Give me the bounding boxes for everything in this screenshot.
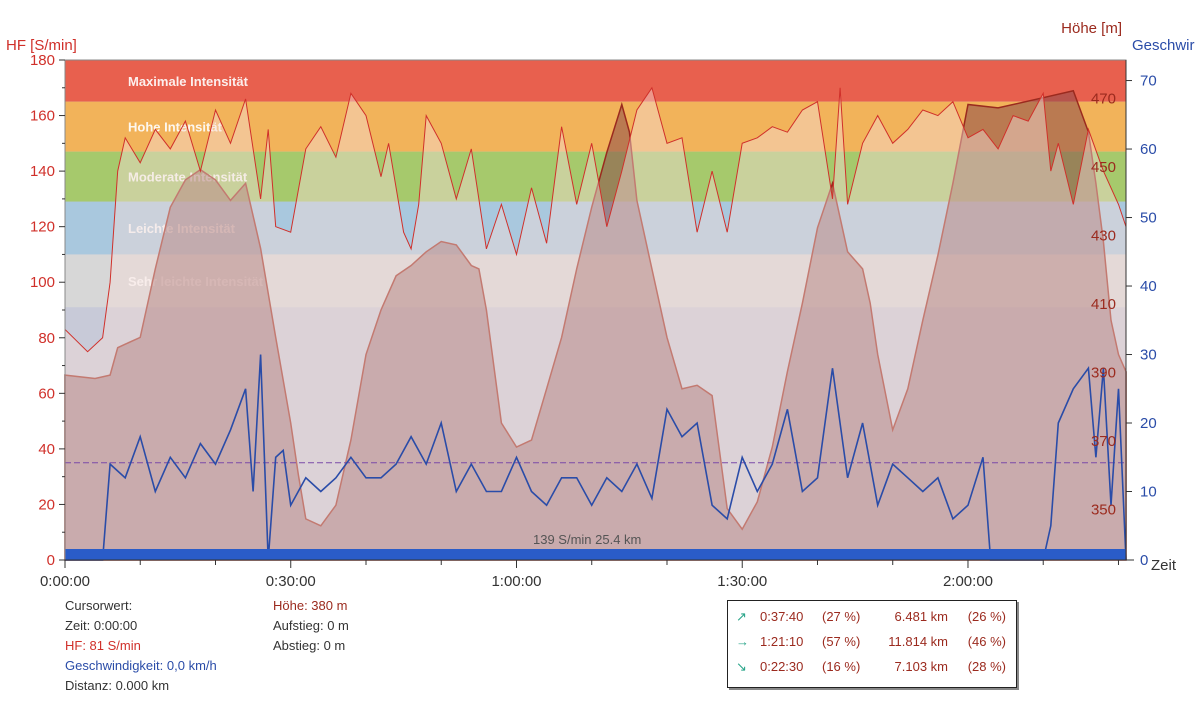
speed-line	[65, 354, 1127, 561]
speed-axis-title: Geschwir	[1132, 37, 1195, 54]
speed-tick-label: 30	[1140, 347, 1157, 364]
x-tick-label: 1:30:00	[717, 573, 767, 590]
x-tick-label: 1:00:00	[491, 573, 541, 590]
time-axis-title: Zeit	[1151, 557, 1177, 574]
altitude-tick-label: 410	[1091, 296, 1116, 313]
hr-area	[64, 86, 1127, 561]
x-tick-label: 0:00:00	[40, 573, 90, 590]
summary-row-downhill: ↘ 0:22:30 (16 %) 7.103 km (28 %)	[728, 659, 1016, 679]
altitude-tick-label: 430	[1091, 228, 1116, 245]
summary-dist-pct: (46 %)	[967, 634, 1006, 649]
altitude-readout: Höhe: 380 m Aufstieg: 0 m Abstieg: 0 m	[273, 596, 349, 656]
cursor-distance: Distanz: 0.000 km	[65, 678, 170, 693]
hr-tick-label: 140	[30, 163, 55, 180]
hr-tick-label: 160	[30, 108, 55, 125]
cursor-altitude: Höhe: 380 m	[273, 598, 348, 613]
hr-tick-label: 0	[47, 552, 55, 569]
altitude-tick-label: 350	[1091, 502, 1116, 519]
summary-time: 1:21:10	[760, 634, 804, 649]
flat-icon: →	[736, 634, 749, 649]
summary-dist: 7.103 km	[894, 659, 948, 674]
cursor-annotation: 139 S/min 25.4 km	[533, 532, 641, 547]
summary-time: 0:37:40	[760, 609, 804, 624]
hr-axis-title: HF [S/min]	[6, 37, 77, 54]
hr-tick-label: 60	[38, 385, 55, 402]
summary-dist-pct: (28 %)	[967, 659, 1006, 674]
downhill-icon: ↘	[736, 659, 747, 674]
cursor-readout: Cursorwert: Zeit: 0:00:00 HF: 81 S/min G…	[65, 596, 217, 696]
altitude-tick-label: 470	[1091, 91, 1116, 108]
summary-dist: 11.814 km	[888, 634, 948, 649]
summary-time-pct: (27 %)	[822, 609, 861, 624]
speed-tick-label: 70	[1140, 73, 1157, 90]
altitude-area	[64, 89, 1127, 561]
cursor-descent: Abstieg: 0 m	[273, 638, 346, 653]
speed-tick-label: 20	[1140, 415, 1157, 432]
x-tick-label: 2:00:00	[943, 573, 993, 590]
altitude-tick-label: 370	[1091, 433, 1116, 450]
cursor-time: Zeit: 0:00:00	[65, 618, 138, 633]
chart-svg[interactable]: Maximale Intensität Hohe Intensität Modera…	[0, 0, 1199, 600]
hr-tick-label: 180	[30, 52, 55, 69]
cursor-header: Cursorwert:	[65, 598, 133, 613]
speed-tick-label: 60	[1140, 141, 1157, 158]
x-tick-label: 0:30:00	[266, 573, 316, 590]
summary-time-pct: (16 %)	[822, 659, 861, 674]
cursor-speed: Geschwindigkeit: 0,0 km/h	[65, 658, 217, 673]
zone-label: Moderate Intensität	[128, 170, 248, 185]
segment-summary-box: ↗ 0:37:40 (27 %) 6.481 km (26 %) → 1:21:…	[727, 600, 1017, 688]
summary-row-uphill: ↗ 0:37:40 (27 %) 6.481 km (26 %)	[728, 609, 1016, 629]
hr-tick-label: 80	[38, 330, 55, 347]
hr-tick-label: 100	[30, 274, 55, 291]
summary-time: 0:22:30	[760, 659, 804, 674]
hr-tick-label: 120	[30, 219, 55, 236]
altitude-tick-label: 450	[1091, 159, 1116, 176]
speed-tick-label: 10	[1140, 484, 1157, 501]
summary-dist-pct: (26 %)	[967, 609, 1006, 624]
zone-band	[65, 60, 1126, 102]
zone-label: Hohe Intensität	[128, 120, 223, 135]
uphill-icon: ↗	[736, 609, 747, 624]
hr-tick-label: 20	[38, 496, 55, 513]
speed-tick-label: 40	[1140, 278, 1157, 295]
cursor-ascent: Aufstieg: 0 m	[273, 618, 349, 633]
zone-label: Maximale Intensität	[128, 74, 249, 89]
hr-tick-label: 40	[38, 441, 55, 458]
speed-tick-label: 50	[1140, 210, 1157, 227]
altitude-tick-label: 390	[1091, 365, 1116, 382]
summary-dist: 6.481 km	[894, 609, 948, 624]
summary-time-pct: (57 %)	[822, 634, 861, 649]
cursor-hr: HF: 81 S/min	[65, 638, 141, 653]
speed-tick-label: 0	[1140, 552, 1148, 569]
altitude-axis-title: Höhe [m]	[1061, 20, 1122, 37]
distance-bar	[65, 549, 1126, 560]
summary-row-flat: → 1:21:10 (57 %) 11.814 km (46 %)	[728, 634, 1016, 654]
